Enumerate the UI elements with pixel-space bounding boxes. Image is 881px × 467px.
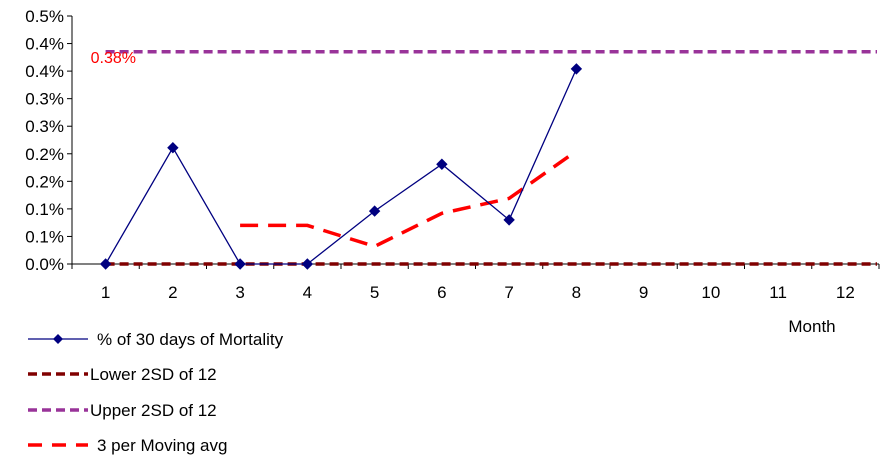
legend-label: Lower 2SD of 12 [90, 365, 217, 384]
y-tick-label: 0.0% [25, 255, 64, 274]
legend-item: 3 per Moving avg [28, 436, 227, 455]
series-3 [240, 149, 578, 249]
y-tick-label: 0.4% [25, 35, 64, 54]
x-tick-label: 4 [303, 283, 312, 302]
y-tick-label: 0.4% [25, 62, 64, 81]
y-tick-label: 0.2% [25, 172, 64, 191]
legend-label: Upper 2SD of 12 [90, 401, 217, 420]
x-tick-label: 6 [437, 283, 446, 302]
data-point [368, 205, 381, 217]
y-tick-label: 0.3% [25, 117, 64, 136]
x-tick-label: 9 [639, 283, 648, 302]
x-tick-label: 1 [101, 283, 110, 302]
y-tick-label: 0.5% [25, 7, 64, 26]
x-ticks: 1 2 3 4 5 6 7 8 9 10 11 12 [71, 264, 880, 302]
series-0 [99, 63, 583, 270]
series-layer [99, 50, 877, 270]
legend-item: Lower 2SD of 12 [28, 365, 217, 384]
data-point [167, 142, 179, 154]
x-tick-label: 5 [370, 283, 379, 302]
series-line [105, 68, 577, 265]
x-tick-label: 10 [701, 283, 720, 302]
x-tick-label: 2 [168, 283, 177, 302]
y-tick-label: 0.2% [25, 145, 64, 164]
data-point [570, 63, 583, 75]
x-tick-label: 8 [572, 283, 581, 302]
series-line [240, 149, 578, 249]
legend-label: % of 30 days of Mortality [97, 330, 284, 349]
x-axis-label: Month [788, 317, 835, 336]
y-tick-label: 0.1% [25, 200, 64, 219]
data-point [301, 258, 314, 270]
data-point [234, 258, 246, 270]
legend-item: % of 30 days of Mortality [28, 330, 284, 349]
legend-item: Upper 2SD of 12 [28, 401, 217, 420]
x-tick-label: 3 [235, 283, 244, 302]
y-tick-label: 0.1% [25, 227, 64, 246]
legend-marker [53, 334, 63, 344]
data-point [503, 214, 515, 226]
x-tick-label: 7 [504, 283, 513, 302]
y-ticks: 0.0% 0.1% 0.1% 0.2% 0.2% 0.3% 0.3% 0.4% 0.4% 0.5% [25, 7, 72, 274]
x-tick-label: 11 [769, 283, 787, 302]
annotation-label: 0.38% [91, 50, 136, 67]
legend-label: 3 per Moving avg [97, 436, 227, 455]
legend: % of 30 days of Mortality Lower 2SD of 12… [28, 330, 284, 455]
data-point [436, 158, 448, 170]
data-point [99, 258, 112, 270]
y-tick-label: 0.3% [25, 90, 64, 109]
x-tick-label: 12 [836, 283, 855, 302]
